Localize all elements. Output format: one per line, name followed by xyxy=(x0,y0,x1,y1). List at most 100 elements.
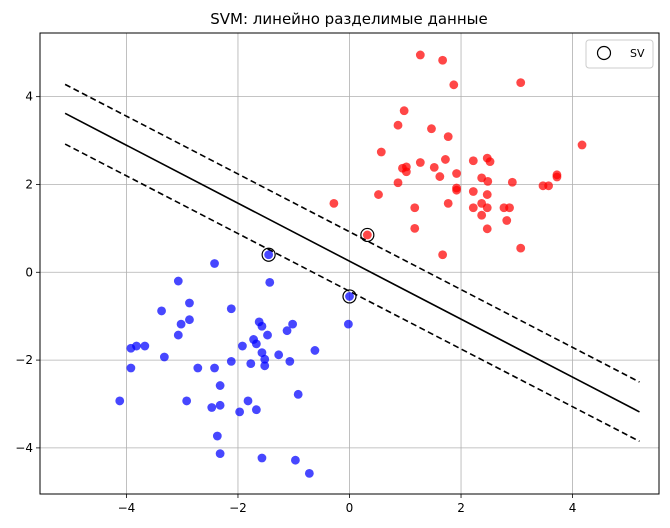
data-point-red xyxy=(482,190,492,199)
data-point-red xyxy=(438,55,448,65)
data-point-blue xyxy=(265,277,275,287)
data-point-red xyxy=(452,169,461,178)
data-point-red xyxy=(544,181,553,191)
data-point-red xyxy=(329,198,339,208)
support-vectors xyxy=(261,227,375,304)
data-point-red xyxy=(393,178,403,188)
data-point-blue xyxy=(115,396,125,406)
data-point-red xyxy=(516,243,526,253)
data-point-red xyxy=(483,176,493,186)
data-point-red xyxy=(468,156,478,166)
support-vector-marker xyxy=(261,247,276,262)
support-vector-marker xyxy=(342,289,357,304)
data-point-red xyxy=(502,216,512,225)
data-point-blue xyxy=(260,354,270,364)
data-point-red xyxy=(505,203,514,213)
legend-sv-marker xyxy=(596,45,612,61)
data-point-blue xyxy=(140,341,150,351)
x-tick-label: 0 xyxy=(346,501,354,515)
data-point-red xyxy=(376,147,386,157)
data-point-blue xyxy=(264,250,274,260)
x-tick-label: 2 xyxy=(457,501,465,515)
legend: SV xyxy=(585,39,654,69)
data-point-red xyxy=(449,80,459,90)
y-tick-label: 2 xyxy=(25,177,33,191)
data-point-red xyxy=(441,155,450,164)
data-point-red xyxy=(507,177,517,187)
data-point-red xyxy=(410,223,420,233)
x-tick-label: −4 xyxy=(118,501,136,515)
data-point-blue xyxy=(235,407,245,417)
data-point-red xyxy=(399,106,409,116)
margin-line-lower xyxy=(64,143,640,443)
margin-line-upper xyxy=(64,83,640,383)
data-point-blue xyxy=(126,363,136,373)
data-point-blue xyxy=(215,449,225,459)
y-tick-label: 0 xyxy=(25,265,33,279)
data-points xyxy=(115,50,587,478)
data-point-red xyxy=(393,120,403,130)
data-point-blue xyxy=(185,298,194,308)
decision-lines xyxy=(64,83,640,443)
data-point-blue xyxy=(212,431,222,441)
x-tick-label: −2 xyxy=(229,501,247,515)
data-point-blue xyxy=(260,361,270,371)
data-point-blue xyxy=(246,359,256,369)
data-point-blue xyxy=(176,319,186,329)
data-point-blue xyxy=(159,352,169,362)
data-point-red xyxy=(577,140,587,150)
data-point-red xyxy=(468,187,478,196)
data-point-blue xyxy=(173,330,183,340)
data-point-blue xyxy=(243,396,253,406)
data-point-blue xyxy=(293,389,303,399)
y-tick-label: −4 xyxy=(15,441,33,455)
axes: −4 −2 0 2 4 −4 −2 0 2 4 xyxy=(15,32,660,515)
data-point-red xyxy=(435,172,445,181)
data-point-blue xyxy=(182,396,192,406)
data-point-blue xyxy=(210,259,219,268)
data-point-red xyxy=(452,185,461,195)
data-point-blue xyxy=(173,276,183,286)
data-point-blue xyxy=(215,400,225,410)
data-point-blue xyxy=(257,348,267,358)
data-point-red xyxy=(374,190,383,199)
legend-sv-label: SV xyxy=(630,47,645,60)
data-point-blue xyxy=(126,343,136,353)
data-point-red xyxy=(477,210,487,220)
data-point-red xyxy=(401,167,411,177)
data-point-red xyxy=(438,250,448,260)
data-point-blue xyxy=(226,304,236,314)
data-point-red xyxy=(362,230,372,240)
y-tick-label: 4 xyxy=(25,90,33,104)
data-point-blue xyxy=(251,405,261,415)
data-point-blue xyxy=(291,455,300,465)
data-point-blue xyxy=(282,326,292,336)
chart-title: SVM: линейно разделимые данные xyxy=(210,10,487,28)
data-point-blue xyxy=(157,306,166,316)
data-point-blue xyxy=(210,363,219,373)
x-tick-label: 4 xyxy=(569,501,577,515)
data-point-blue xyxy=(310,346,320,355)
data-point-blue xyxy=(257,453,267,463)
decision-boundary-line xyxy=(64,112,640,413)
data-point-red xyxy=(415,158,425,167)
data-point-blue xyxy=(226,357,236,366)
data-point-blue xyxy=(304,468,314,478)
data-point-blue xyxy=(251,339,261,349)
data-point-blue xyxy=(215,381,225,390)
data-point-red xyxy=(415,50,425,60)
data-point-red xyxy=(552,170,562,180)
data-point-blue xyxy=(207,403,217,412)
y-tick-label: −2 xyxy=(15,353,33,367)
data-point-blue xyxy=(185,315,194,325)
data-point-blue xyxy=(343,319,353,329)
grid xyxy=(40,33,659,494)
data-point-red xyxy=(485,157,495,167)
data-point-red xyxy=(443,198,453,208)
data-point-blue xyxy=(193,363,203,373)
data-point-blue xyxy=(285,357,295,366)
data-point-red xyxy=(482,203,492,213)
data-point-blue xyxy=(345,292,354,301)
